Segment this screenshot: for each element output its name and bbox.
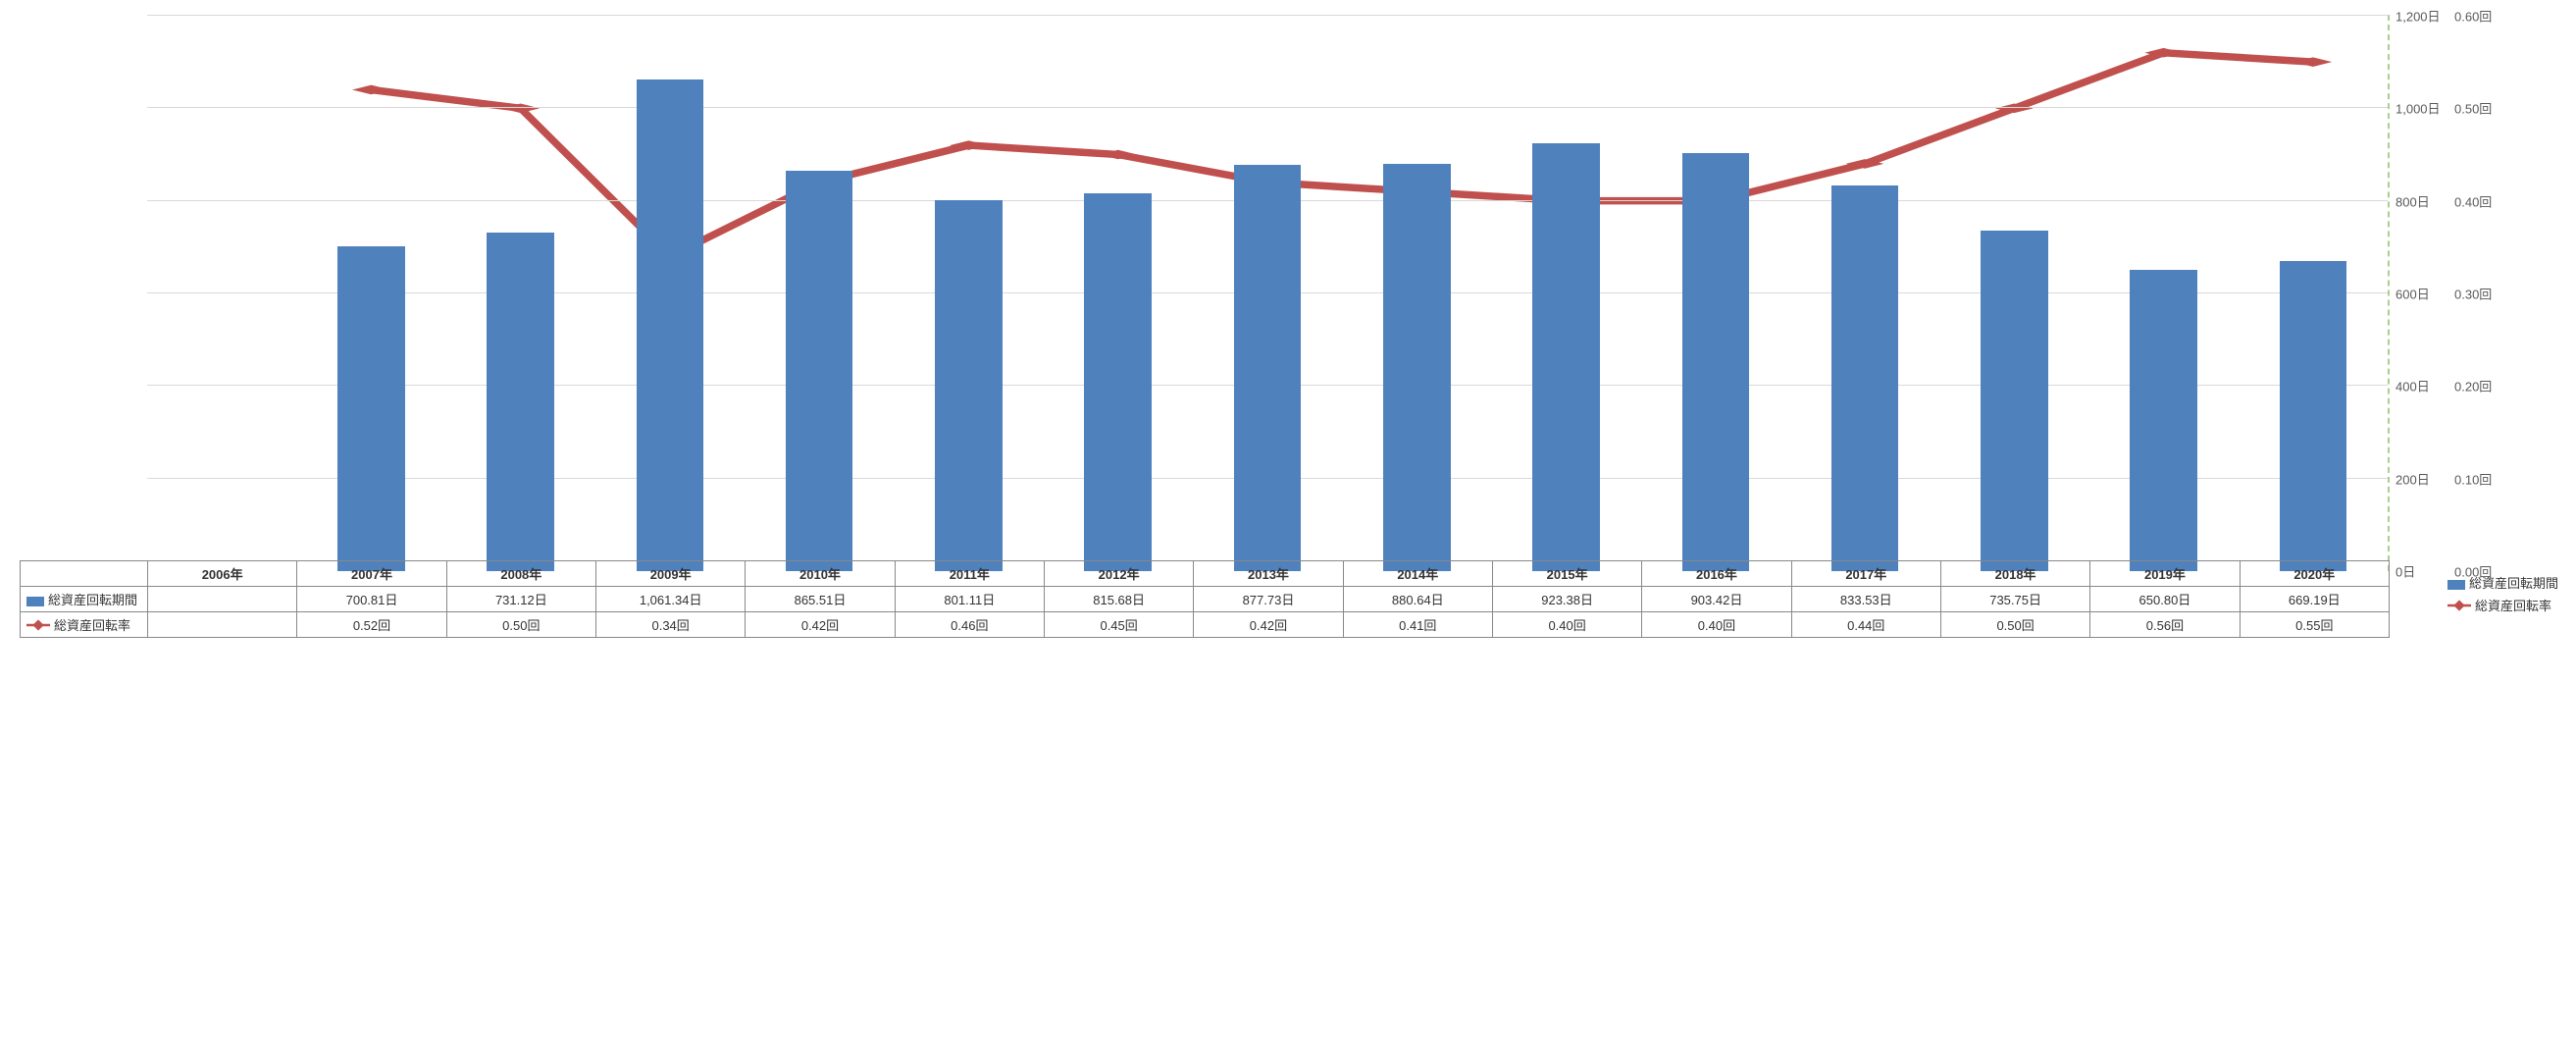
value-cell: 0.42回 [746,611,895,637]
value-cell [148,611,297,637]
category-cell: 2011年 [895,560,1044,586]
y2-tick-label: 0.50回 [2454,99,2492,118]
value-cell [148,586,297,611]
y1-tick-label: 800日 [2396,191,2430,210]
table-row: 2006年2007年2008年2009年2010年2011年2012年2013年… [21,560,2390,586]
gridline [147,107,2388,108]
bar [1084,193,1152,571]
value-cell: 880.64日 [1343,586,1492,611]
value-cell: 801.11日 [895,586,1044,611]
plot-area: 0日0.00回200日0.10回400日0.20回600日0.30回800日0.… [147,15,2390,571]
value-cell: 833.53日 [1791,586,1940,611]
chart-container: 0日0.00回200日0.10回400日0.20回600日0.30回800日0.… [10,10,2566,638]
data-table: 2006年2007年2008年2009年2010年2011年2012年2013年… [20,560,2390,638]
bar-swatch-icon [2447,580,2465,590]
value-cell: 650.80日 [2090,586,2240,611]
bar [1532,143,1600,571]
category-cell: 2016年 [1642,560,1791,586]
bar [337,246,405,571]
legend-right: 総資産回転期間 総資産回転率 [2447,569,2558,618]
line-swatch-icon [2447,600,2471,614]
value-cell: 0.56回 [2090,611,2240,637]
y1-tick-label: 0日 [2396,562,2415,581]
legend-line-label: 総資産回転率 [2475,599,2551,613]
value-cell: 0.41回 [1343,611,1492,637]
value-cell: 877.73日 [1194,586,1343,611]
bar [2130,270,2197,571]
category-cell: 2010年 [746,560,895,586]
value-cell: 903.42日 [1642,586,1791,611]
y1-tick-label: 1,000日 [2396,99,2441,118]
bar [1981,231,2048,571]
series-header: 総資産回転率 [21,611,148,637]
value-cell: 0.40回 [1642,611,1791,637]
table-corner [21,560,148,586]
y1-tick-label: 200日 [2396,469,2430,488]
category-cell: 2008年 [446,560,595,586]
value-cell: 669.19日 [2240,586,2389,611]
bar-swatch-icon [26,597,44,606]
value-cell: 0.55回 [2240,611,2389,637]
table-row: 総資産回転率0.52回0.50回0.34回0.42回0.46回0.45回0.42… [21,611,2390,637]
bar [1682,153,1750,571]
value-cell: 731.12日 [446,586,595,611]
bar [637,79,704,571]
category-cell: 2017年 [1791,560,1940,586]
value-cell: 0.46回 [895,611,1044,637]
y2-tick-label: 0.30回 [2454,285,2492,303]
y1-tick-label: 600日 [2396,285,2430,303]
value-cell: 0.44回 [1791,611,1940,637]
value-cell: 865.51日 [746,586,895,611]
legend-bar-label: 総資産回転期間 [2469,576,2558,591]
bar [1383,164,1451,571]
category-cell: 2015年 [1492,560,1641,586]
line-swatch-icon [26,619,50,634]
value-cell: 735.75日 [1940,586,2089,611]
bar [2280,261,2347,571]
category-cell: 2020年 [2240,560,2389,586]
value-cell: 0.45回 [1044,611,1193,637]
y2-tick-label: 0.40回 [2454,191,2492,210]
category-cell: 2013年 [1194,560,1343,586]
value-cell: 0.40回 [1492,611,1641,637]
category-cell: 2014年 [1343,560,1492,586]
series-header: 総資産回転期間 [21,586,148,611]
bar [786,171,853,571]
category-cell: 2006年 [148,560,297,586]
legend-item-line: 総資産回転率 [2447,596,2558,614]
value-cell: 0.50回 [1940,611,2089,637]
gridline [147,15,2388,16]
value-cell: 700.81日 [297,586,446,611]
value-cell: 0.42回 [1194,611,1343,637]
bar [1831,185,1899,571]
category-cell: 2009年 [595,560,745,586]
table-row: 総資産回転期間 700.81日731.12日1,061.34日865.51日801… [21,586,2390,611]
value-cell: 815.68日 [1044,586,1193,611]
value-cell: 923.38日 [1492,586,1641,611]
value-cell: 0.34回 [595,611,745,637]
y1-tick-label: 400日 [2396,377,2430,395]
bar [1234,165,1302,571]
legend-item-bar: 総資産回転期間 [2447,573,2558,592]
y2-tick-label: 0.20回 [2454,377,2492,395]
category-cell: 2018年 [1940,560,2089,586]
value-cell: 0.50回 [446,611,595,637]
value-cell: 0.52回 [297,611,446,637]
value-cell: 1,061.34日 [595,586,745,611]
y1-tick-label: 1,200日 [2396,7,2441,26]
category-cell: 2012年 [1044,560,1193,586]
y2-tick-label: 0.10回 [2454,469,2492,488]
category-cell: 2007年 [297,560,446,586]
bar [487,233,554,571]
y2-tick-label: 0.60回 [2454,7,2492,26]
category-cell: 2019年 [2090,560,2240,586]
bar [935,200,1003,571]
